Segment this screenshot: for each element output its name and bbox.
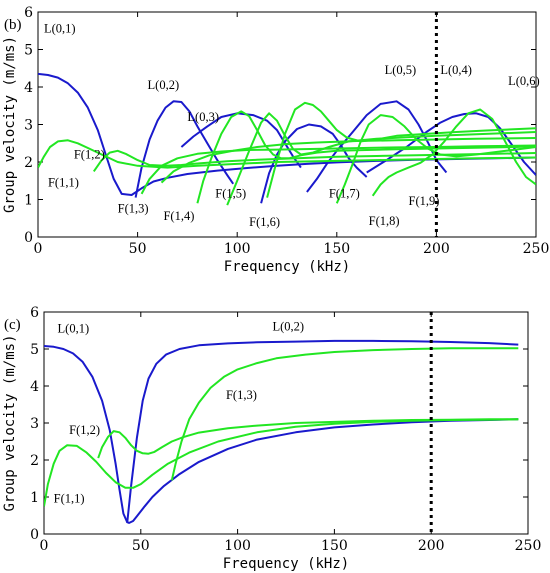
series-line-l-0-2 [134, 100, 235, 198]
series-line-f-1-2 [97, 418, 519, 459]
mode-annotation: L(0,1) [44, 22, 76, 36]
series-line-f-1-6 [226, 112, 536, 206]
y-tick-label: 3 [30, 416, 39, 432]
mode-annotation: F(1,1) [54, 492, 85, 506]
series-line-f-1-3 [140, 144, 536, 195]
mode-annotation: F(1,5) [215, 187, 246, 201]
series-line-f-1-8 [335, 114, 536, 204]
mode-annotation: L(0,2) [272, 320, 304, 334]
mode-annotation: L(0,2) [148, 78, 180, 92]
y-tick-label: 1 [24, 193, 33, 209]
panel-b: 0 50 100 150 200 250 0 1 2 3 4 5 6 Frequency (kHz) Gro… [2, 5, 549, 275]
x-tick-label: 250 [515, 538, 542, 554]
panel-label: (c) [4, 317, 21, 333]
mode-annotation: L(0,6) [508, 74, 540, 88]
mode-annotation: L(0,3) [187, 110, 219, 124]
series-line-l-0-3 [180, 112, 302, 169]
series-line-f-1-2 [92, 149, 536, 172]
x-tick-label: 50 [129, 241, 147, 257]
y-tick-label: 2 [24, 155, 33, 171]
y-tick-label: 5 [30, 342, 39, 358]
mode-annotation: F(1,1) [48, 175, 79, 189]
x-tick-label: 150 [321, 538, 348, 554]
series-line-f-1-1 [44, 418, 519, 507]
series-line-f-1-1 [38, 139, 536, 169]
y-tick-label: 2 [30, 453, 39, 469]
mode-annotation: F(1,9) [409, 194, 440, 208]
x-tick-label: 250 [523, 241, 550, 257]
mode-annotation: F(1,6) [249, 215, 280, 229]
x-tick-label: 100 [224, 538, 251, 554]
mode-annotation: F(1,3) [226, 388, 257, 402]
x-axis-label: Frequency (kHz) [223, 556, 349, 572]
y-tick-label: 4 [24, 80, 33, 96]
panel-label: (b) [4, 17, 22, 33]
mode-annotation: F(1,3) [118, 202, 149, 216]
x-tick-label: 100 [224, 241, 251, 257]
y-tick-label: 5 [24, 43, 33, 59]
x-tick-label: 150 [323, 241, 350, 257]
series-line-l-0-2 [126, 339, 519, 524]
x-tick-label: 50 [132, 538, 150, 554]
series-line-l-0-5 [306, 100, 448, 193]
y-tick-label: 0 [30, 527, 39, 543]
y-tick-label: 4 [30, 379, 39, 395]
y-axis-label: Group velocity (m/ms) [2, 334, 18, 511]
y-tick-label: 6 [30, 305, 39, 321]
mode-annotation: F(1,8) [369, 214, 400, 228]
y-axis-label: Group velocity (m/ms) [2, 36, 18, 213]
mode-annotation: L(0,5) [385, 63, 417, 77]
mode-annotation: F(1,4) [163, 209, 194, 223]
x-tick-label: 0 [40, 538, 49, 554]
mode-annotation: F(1,2) [69, 423, 100, 437]
x-tick-label: 200 [423, 241, 450, 257]
series-line-f-1-9 [371, 108, 536, 197]
x-axis-label: Frequency (kHz) [224, 259, 350, 275]
x-tick-label: 200 [418, 538, 445, 554]
series-line-f-1-5 [196, 110, 536, 204]
plot-frame [37, 11, 537, 238]
x-tick-label: 0 [34, 241, 43, 257]
series-line-f-1-3 [170, 347, 519, 481]
mode-annotation: L(0,1) [58, 321, 90, 335]
panel-c: 0 50 100 150 200 250 0 1 2 3 4 5 6 Frequency (kHz) Gro… [2, 305, 541, 572]
y-tick-label: 1 [30, 490, 39, 506]
series-line-l-0-1 [44, 345, 519, 524]
mode-annotation: F(1,2) [74, 147, 105, 161]
mode-annotation: L(0,4) [440, 63, 472, 77]
series-group [44, 339, 519, 524]
y-tick-label: 0 [24, 230, 33, 246]
y-tick-label: 6 [24, 5, 33, 21]
y-tick-label: 3 [24, 118, 33, 134]
mode-annotation: F(1,7) [329, 187, 360, 201]
